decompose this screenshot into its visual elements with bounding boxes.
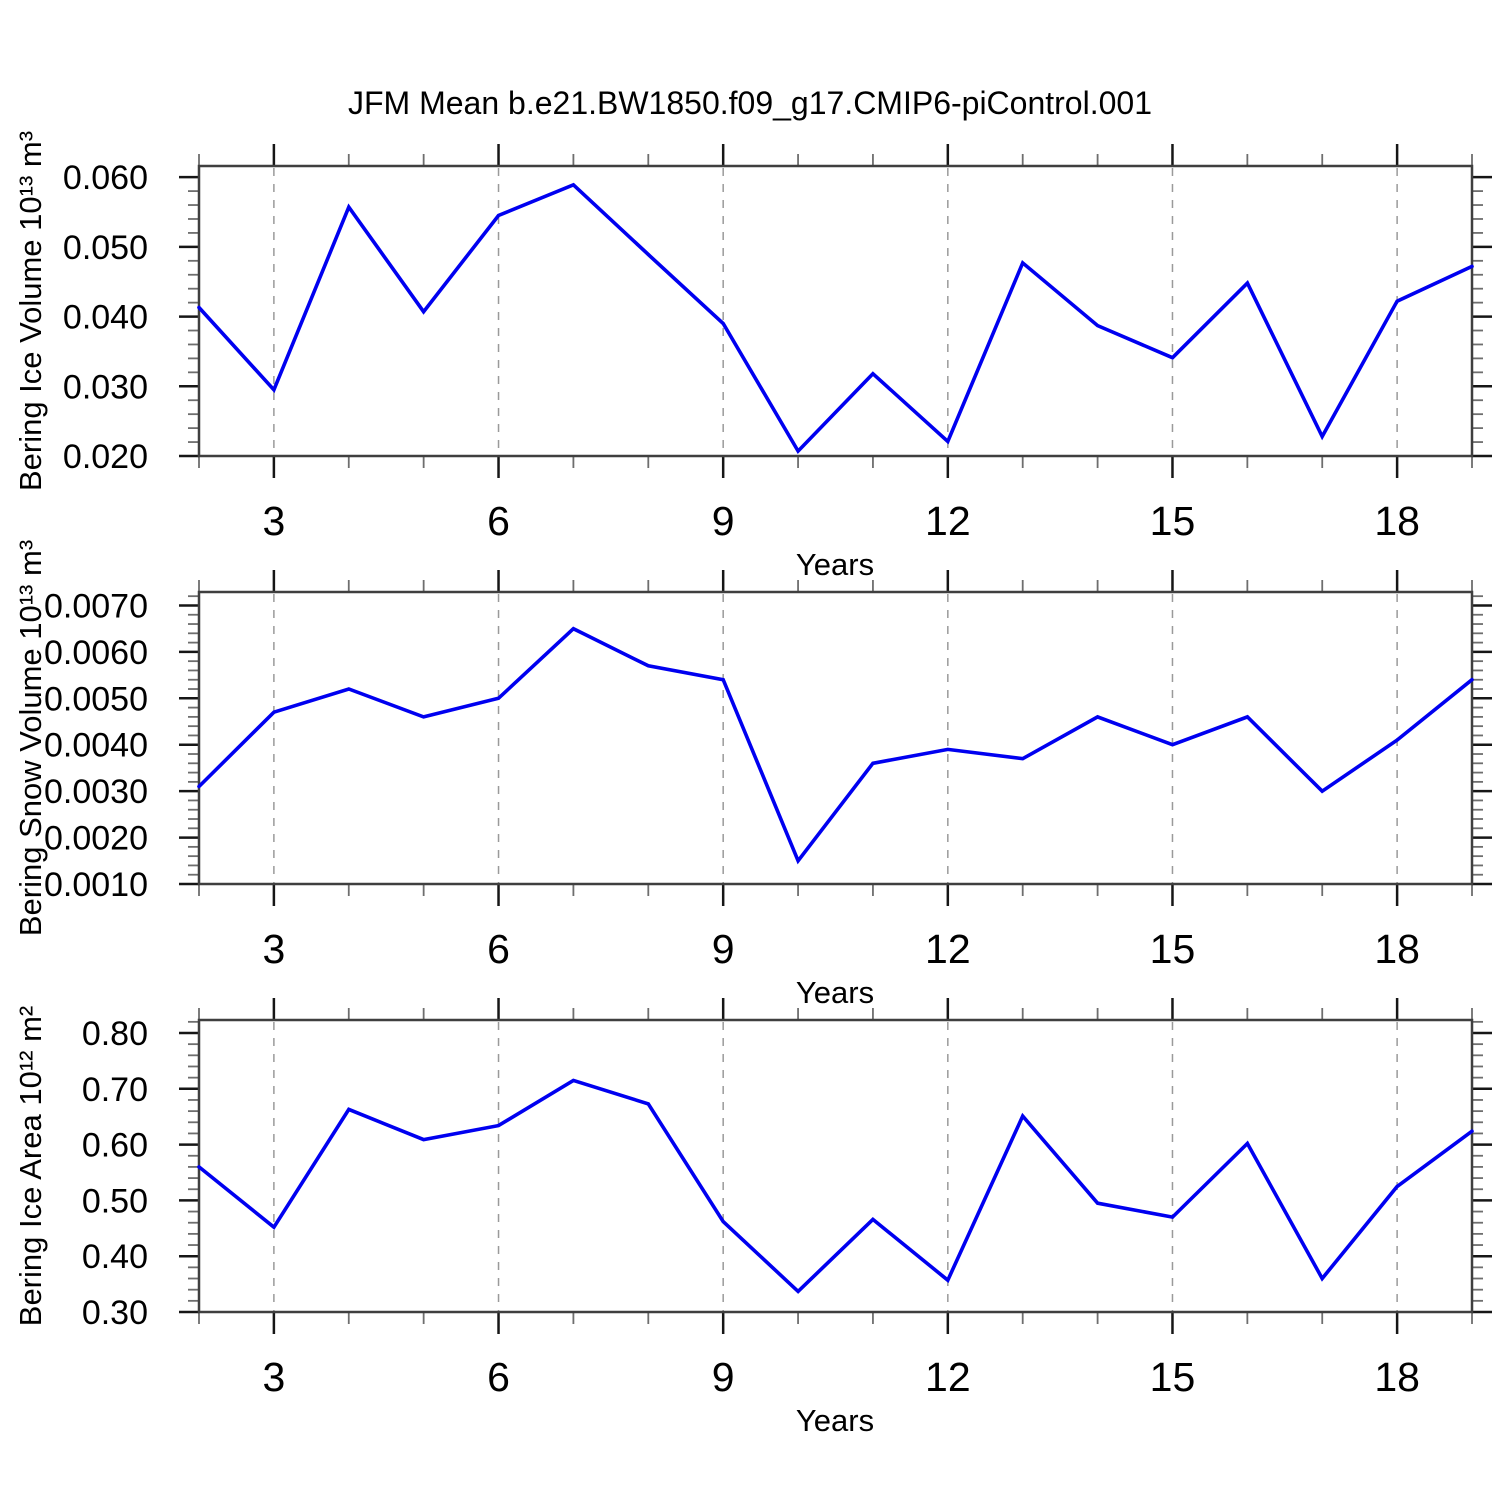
x-axis-title-panel3: Years <box>795 1403 875 1438</box>
plot-box <box>197 164 1474 458</box>
x-tick-label: 12 <box>925 926 971 972</box>
y-tick-label: 0.60 <box>82 1127 148 1165</box>
x-tick-label: 3 <box>262 498 285 544</box>
x-tick-label: 6 <box>487 926 510 972</box>
series-line-bering-ice-volume <box>197 182 1474 455</box>
x-tick-label: 18 <box>1374 498 1420 544</box>
x-tick-label: 9 <box>712 926 735 972</box>
y-tick-label: 0.0030 <box>44 773 148 811</box>
x-tick-label: 15 <box>1150 926 1196 972</box>
y-tick-label: 0.70 <box>82 1071 148 1109</box>
y-tick-label: 0.060 <box>63 159 148 197</box>
x-axis-title-panel2: Years <box>795 975 875 1010</box>
x-tick-label: 12 <box>925 498 971 544</box>
x-tick-label: 3 <box>262 926 285 972</box>
panel-bering-snow-volume: 0.0010 0.0020 0.0030 0.0040 0.0050 0.0060 0.00… <box>44 570 1492 972</box>
x-tick-label: 15 <box>1150 1354 1196 1400</box>
plot-box <box>197 590 1474 886</box>
x-axis-title-panel1: Years <box>795 547 875 582</box>
series-line-bering-snow-volume <box>197 626 1474 865</box>
plot-box <box>197 1018 1474 1314</box>
y-axis-title-snow-volume: Bering Snow Volume 10¹³ m³ <box>13 539 48 937</box>
y-tick-label: 0.0070 <box>44 587 148 625</box>
x-tick-label: 9 <box>712 1354 735 1400</box>
y-tick-label: 0.40 <box>82 1238 148 1276</box>
y-tick-label: 0.030 <box>63 368 148 406</box>
y-tick-label: 0.050 <box>63 229 148 267</box>
y-tick-label: 0.0040 <box>44 727 148 765</box>
y-tick-label: 0.0050 <box>44 680 148 718</box>
y-tick-label: 0.30 <box>82 1294 148 1332</box>
panel-bering-ice-volume: 0.020 0.030 0.040 0.050 0.060 3 6 9 12 15 18 <box>63 144 1492 544</box>
y-tick-label: 0.040 <box>63 299 148 337</box>
x-tick-label: 12 <box>925 1354 971 1400</box>
x-tick-label: 6 <box>487 498 510 544</box>
chart-title: JFM Mean b.e21.BW1850.f09_g17.CMIP6-piCo… <box>348 85 1152 121</box>
y-axis-title-ice-volume: Bering Ice Volume 10¹³ m³ <box>13 130 48 492</box>
y-tick-label: 0.0060 <box>44 634 148 672</box>
y-tick-label: 0.0010 <box>44 866 148 904</box>
y-axis-title-ice-area: Bering Ice Area 10¹² m² <box>13 1005 48 1327</box>
panel-bering-ice-area: 0.30 0.40 0.50 0.60 0.70 0.80 3 6 9 12 15 18 <box>82 998 1492 1400</box>
x-tick-label: 15 <box>1150 498 1196 544</box>
y-tick-label: 0.0020 <box>44 820 148 858</box>
series-line-bering-ice-area <box>197 1078 1474 1294</box>
x-tick-label: 3 <box>262 1354 285 1400</box>
x-tick-label: 18 <box>1374 1354 1420 1400</box>
y-tick-label: 0.020 <box>63 438 148 476</box>
y-tick-label: 0.50 <box>82 1182 148 1220</box>
x-tick-label: 6 <box>487 1354 510 1400</box>
x-tick-label: 9 <box>712 498 735 544</box>
y-tick-label: 0.80 <box>82 1015 148 1053</box>
x-tick-label: 18 <box>1374 926 1420 972</box>
